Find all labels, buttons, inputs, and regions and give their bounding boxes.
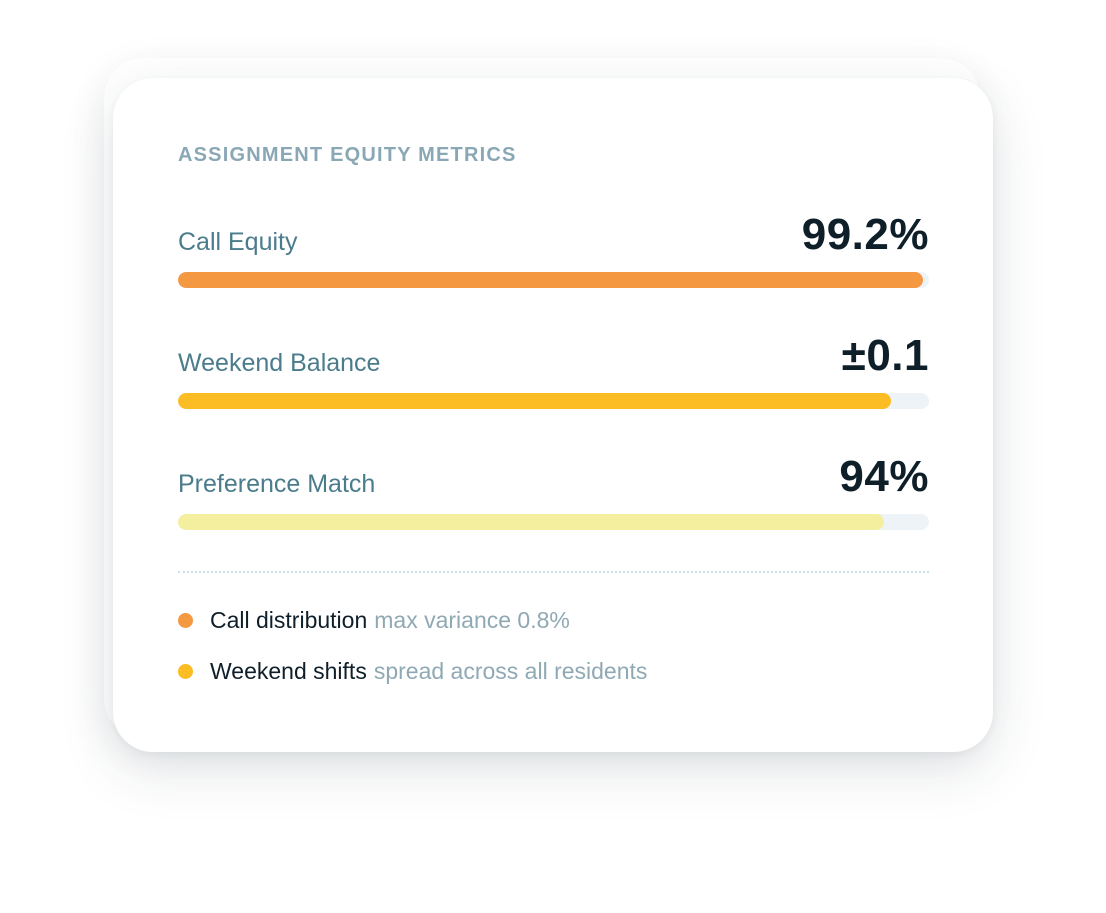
progress-track [178, 272, 929, 288]
legend-dot-icon [178, 613, 193, 628]
metric-value: ±0.1 [841, 331, 929, 380]
legend-dot-icon [178, 664, 193, 679]
legend-item-weekend-shifts: Weekend shifts spread across all residen… [178, 658, 647, 685]
metric-value: 94% [839, 452, 929, 501]
progress-track [178, 514, 929, 530]
progress-fill [178, 514, 884, 530]
card-title: ASSIGNMENT EQUITY METRICS [178, 144, 517, 166]
metric-label: Weekend Balance [178, 349, 381, 377]
legend-muted-text: spread across all residents [373, 658, 648, 684]
progress-fill [178, 393, 892, 409]
legend-muted-text: max variance 0.8% [374, 607, 570, 633]
legend-strong-text: Weekend shifts [210, 658, 367, 684]
equity-metrics-card: ASSIGNMENT EQUITY METRICS Call Equity 99… [113, 78, 993, 752]
legend-item-call-distribution: Call distribution max variance 0.8% [178, 607, 570, 634]
metric-value: 99.2% [801, 210, 929, 259]
progress-fill [178, 272, 923, 288]
metric-label: Preference Match [178, 470, 376, 498]
legend-strong-text: Call distribution [210, 607, 368, 633]
metric-label: Call Equity [178, 228, 298, 256]
dotted-divider [178, 571, 929, 573]
progress-track [178, 393, 929, 409]
